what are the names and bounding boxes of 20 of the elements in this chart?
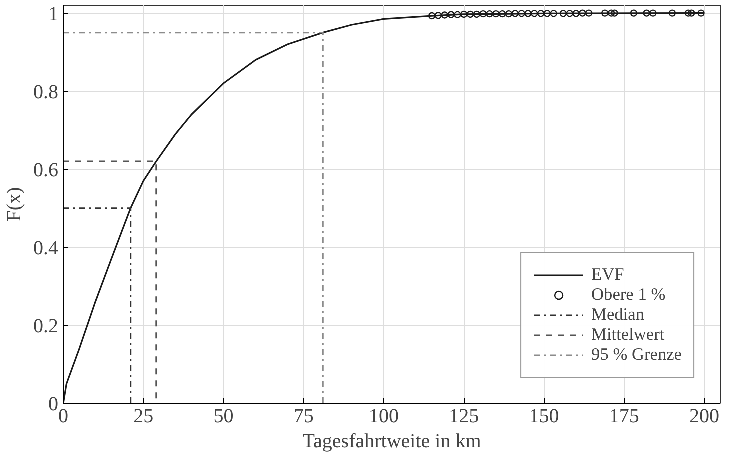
x-tick-label: 125 — [449, 406, 480, 428]
legend-label: EVF — [592, 265, 624, 285]
x-tick-label: 50 — [214, 406, 234, 428]
y-tick-label: 0.4 — [34, 237, 58, 260]
legend-label: Obere 1 % — [592, 285, 666, 305]
y-tick-label: 0.6 — [34, 159, 58, 182]
y-tick-label: 0.8 — [34, 81, 58, 104]
x-axis-title: Tagesfahrtweite in km — [302, 430, 482, 452]
y-axis-title: F(x) — [4, 187, 26, 222]
legend-label: 95 % Grenze — [592, 345, 682, 365]
y-tick-label: 1 — [48, 3, 58, 26]
y-tick-label: 0.2 — [34, 315, 58, 338]
x-tick-label: 150 — [529, 406, 560, 428]
x-tick-label: 100 — [368, 406, 399, 428]
x-tick-label: 175 — [609, 406, 640, 428]
legend-label: Median — [592, 305, 644, 325]
x-tick-label: 25 — [134, 406, 154, 428]
x-tick-label: 75 — [294, 406, 314, 428]
legend-label: Mittelwert — [592, 325, 665, 345]
x-tick-label: 200 — [689, 406, 720, 428]
